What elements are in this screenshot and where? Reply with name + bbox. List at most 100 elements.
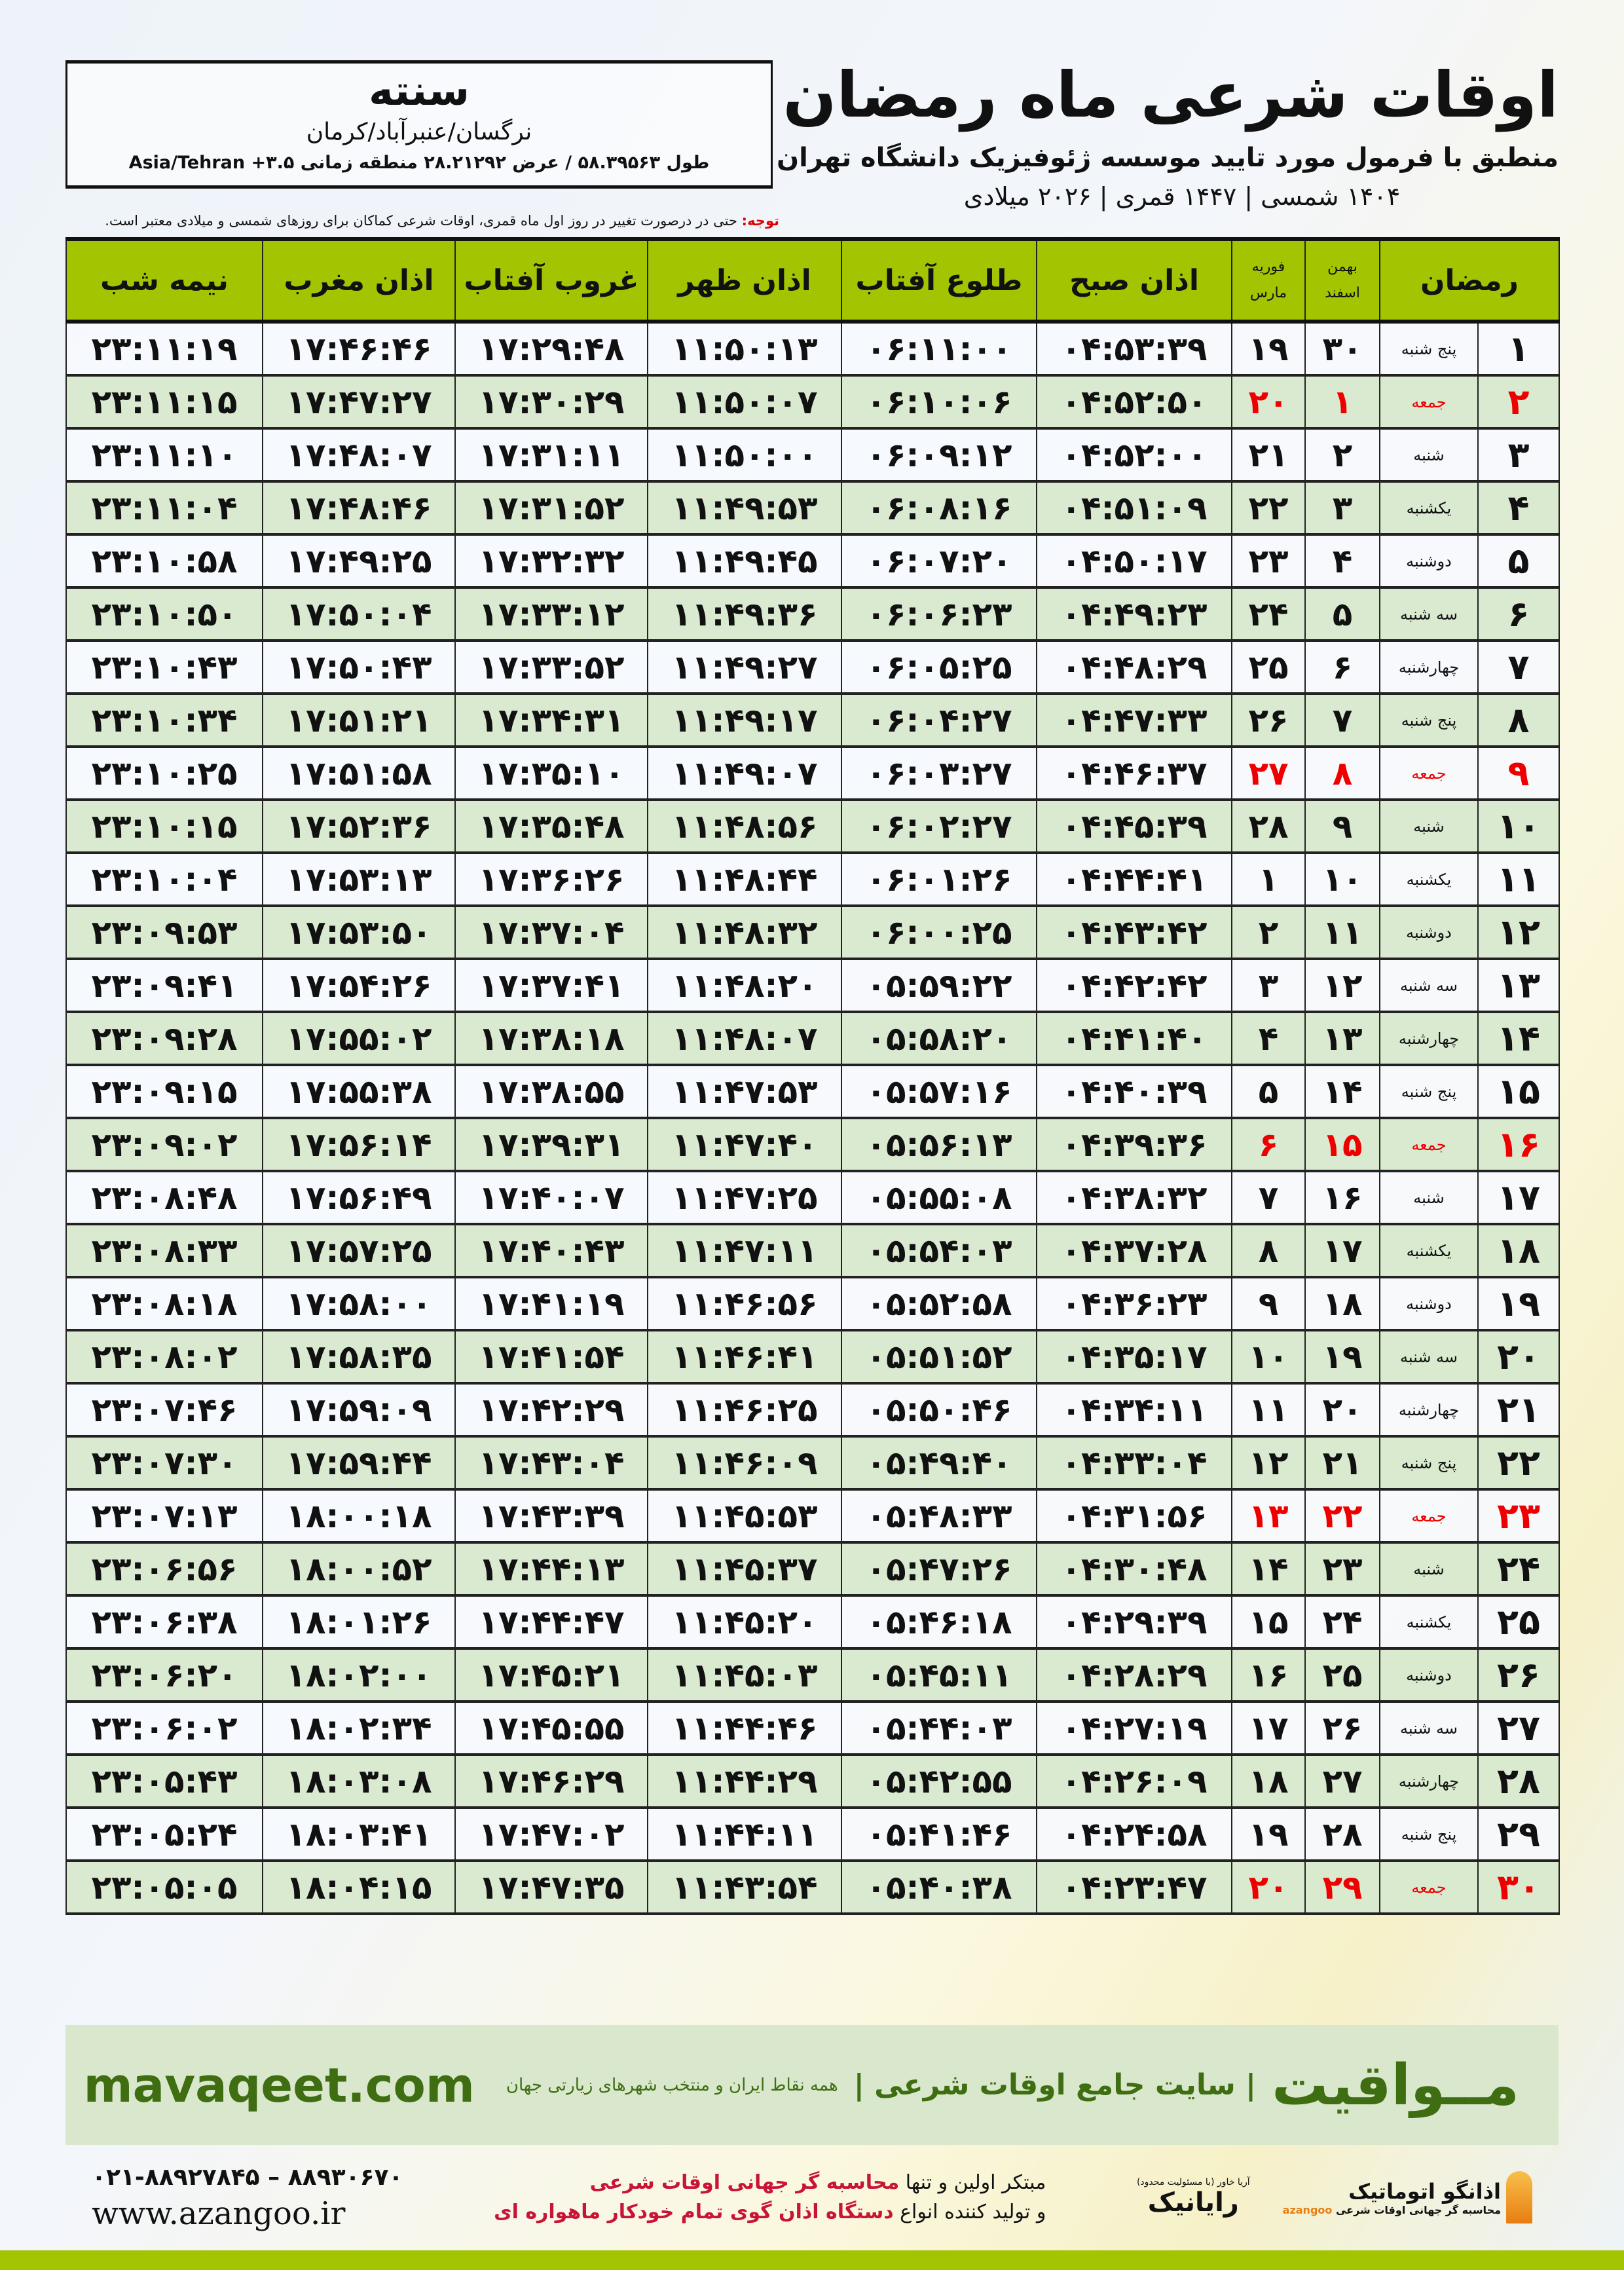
weekday: جمعه	[1378, 1489, 1479, 1544]
shamsi-day: ۸	[1304, 746, 1380, 801]
miladi-day: ۲	[1231, 905, 1306, 960]
table-row: ۱۴ چهارشنبه ۱۳ ۴ ۰۴:۴۱:۴۰ ۰۵:۵۸:۲۰ ۱۱:۴۸:۰۷ ۱۷:…	[65, 1011, 1560, 1066]
tolu-time: ۰۵:۵۵:۰۸	[841, 1170, 1037, 1225]
shamsi-day: ۵	[1304, 587, 1380, 642]
azangoo-sub: محاسبه گر جهانی اوقات شرعی	[1335, 2203, 1501, 2216]
ramadan-day: ۳	[1477, 428, 1560, 483]
miladi-day: ۱۶	[1231, 1648, 1306, 1703]
promo-line-2: و تولید کننده انواع	[893, 2201, 1046, 2223]
ramadan-day: ۱۴	[1477, 1011, 1560, 1066]
shamsi-day: ۷	[1304, 693, 1380, 748]
header-miladi-top: فوریه	[1251, 259, 1285, 276]
shamsi-day: ۲	[1304, 428, 1380, 483]
mavaqeet-url[interactable]: mavaqeet.com	[83, 2057, 475, 2113]
note-label: توجه:	[741, 213, 779, 229]
year-line: ۱۴۰۴ شمسی | ۱۴۴۷ قمری | ۲۰۲۶ میلادی	[963, 182, 1401, 211]
table-row: ۹ جمعه ۸ ۲۷ ۰۴:۴۶:۳۷ ۰۶:۰۳:۲۷ ۱۱:۴۹:۰۷ ۱۷:۳۵:۱۰…	[65, 746, 1560, 801]
zohr-time: ۱۱:۴۸:۵۶	[647, 799, 842, 854]
table-row: ۴ یکشنبه ۳ ۲۲ ۰۴:۵۱:۰۹ ۰۶:۰۸:۱۶ ۱۱:۴۹:۵۳ ۱۷:۳۱:…	[65, 481, 1560, 536]
sobh-time: ۰۴:۲۳:۴۷	[1036, 1860, 1232, 1915]
miladi-day: ۲۱	[1231, 428, 1306, 483]
promo-text: مبتکر اولین و تنها محاسبه گر جهانی اوقات…	[494, 2168, 1046, 2227]
ramadan-day: ۲۳	[1477, 1489, 1560, 1544]
ghorub-time: ۱۷:۳۶:۲۶	[454, 852, 648, 907]
zohr-time: ۱۱:۴۸:۲۰	[647, 958, 842, 1013]
ghorub-time: ۱۷:۳۷:۴۱	[454, 958, 648, 1013]
prayer-times-table: رمضان بهمن اسفند فوریه مارس اذان صبح طلوع …	[65, 237, 1560, 1915]
ramadan-day: ۱۸	[1477, 1223, 1560, 1278]
miladi-day: ۵	[1231, 1064, 1306, 1119]
maghrib-time: ۱۷:۵۳:۱۳	[262, 852, 456, 907]
ramadan-day: ۲۱	[1477, 1383, 1560, 1438]
zohr-time: ۱۱:۴۹:۵۳	[647, 481, 842, 536]
tolu-time: ۰۵:۵۲:۵۸	[841, 1276, 1037, 1331]
tolu-time: ۰۶:۰۷:۲۰	[841, 534, 1037, 589]
maghrib-time: ۱۷:۴۶:۴۶	[262, 321, 456, 377]
tolu-time: ۰۵:۴۹:۴۰	[841, 1436, 1037, 1491]
ramadan-day: ۲۸	[1477, 1754, 1560, 1809]
tolu-time: ۰۵:۴۴:۰۳	[841, 1701, 1037, 1756]
shamsi-day: ۹	[1304, 799, 1380, 854]
shamsi-day: ۱۷	[1304, 1223, 1380, 1278]
nimeshab-time: ۲۳:۱۰:۳۴	[65, 693, 263, 748]
ramadan-day: ۸	[1477, 693, 1560, 748]
table-row: ۱ پنج شنبه ۳۰ ۱۹ ۰۴:۵۳:۳۹ ۰۶:۱۱:۰۰ ۱۱:۵۰:۱۳ ۱۷:…	[65, 321, 1560, 377]
city-box: سنته نرگسان/عنبرآباد/کرمان طول ۵۸.۳۹۵۶۳ …	[65, 60, 773, 189]
table-row: ۲ جمعه ۱ ۲۰ ۰۴:۵۲:۵۰ ۰۶:۱۰:۰۶ ۱۱:۵۰:۰۷ ۱۷:۳۰:۲۹…	[65, 375, 1560, 430]
city-coordinates: طول ۵۸.۳۹۵۶۳ / عرض ۲۸.۲۱۲۹۲ منطقه زمانی …	[128, 153, 710, 173]
tolu-time: ۰۵:۵۸:۲۰	[841, 1011, 1037, 1066]
maghrib-time: ۱۷:۵۸:۰۰	[262, 1276, 456, 1331]
shamsi-day: ۲۰	[1304, 1383, 1380, 1438]
miladi-day: ۷	[1231, 1170, 1306, 1225]
sobh-time: ۰۴:۵۲:۵۰	[1036, 375, 1232, 430]
maghrib-time: ۱۷:۵۹:۴۴	[262, 1436, 456, 1491]
tolu-time: ۰۶:۰۶:۲۳	[841, 587, 1037, 642]
miladi-day: ۱	[1231, 852, 1306, 907]
promo-line-1-highlight: محاسبه گر جهانی اوقات شرعی	[589, 2171, 900, 2194]
sobh-time: ۰۴:۳۴:۱۱	[1036, 1383, 1232, 1438]
sobh-time: ۰۴:۳۵:۱۷	[1036, 1330, 1232, 1385]
table-row: ۱۱ یکشنبه ۱۰ ۱ ۰۴:۴۴:۴۱ ۰۶:۰۱:۲۶ ۱۱:۴۸:۴۴ ۱۷:۳۶…	[65, 852, 1560, 907]
weekday: دوشنبه	[1378, 534, 1479, 589]
zohr-time: ۱۱:۴۶:۴۱	[647, 1330, 842, 1385]
ghorub-time: ۱۷:۳۳:۱۲	[454, 587, 648, 642]
table-row: ۱۸ یکشنبه ۱۷ ۸ ۰۴:۳۷:۲۸ ۰۵:۵۴:۰۳ ۱۱:۴۷:۱۱ ۱۷:۴۰…	[65, 1223, 1560, 1278]
weekday: سه شنبه	[1378, 1330, 1479, 1385]
bottom-bar	[0, 2250, 1624, 2270]
sobh-time: ۰۴:۳۶:۲۳	[1036, 1276, 1232, 1331]
ghorub-time: ۱۷:۳۵:۴۸	[454, 799, 648, 854]
miladi-day: ۲۳	[1231, 534, 1306, 589]
weekday: یکشنبه	[1378, 481, 1479, 536]
table-row: ۲۰ سه شنبه ۱۹ ۱۰ ۰۴:۳۵:۱۷ ۰۵:۵۱:۵۲ ۱۱:۴۶:۴۱ ۱۷:…	[65, 1330, 1560, 1385]
nimeshab-time: ۲۳:۰۸:۰۲	[65, 1330, 263, 1385]
header-zohr: اذان ظهر	[647, 237, 842, 324]
maghrib-time: ۱۷:۵۵:۰۲	[262, 1011, 456, 1066]
ghorub-time: ۱۷:۴۰:۴۳	[454, 1223, 648, 1278]
nimeshab-time: ۲۳:۰۶:۵۶	[65, 1542, 263, 1597]
maghrib-time: ۱۷:۴۸:۴۶	[262, 481, 456, 536]
note-text: حتی در درصورت تغییر در روز اول ماه قمری،…	[105, 213, 742, 229]
shamsi-day: ۲۲	[1304, 1489, 1380, 1544]
shamsi-day: ۱۵	[1304, 1117, 1380, 1172]
zohr-time: ۱۱:۴۹:۰۷	[647, 746, 842, 801]
azangoo-url[interactable]: www.azangoo.ir	[92, 2195, 346, 2232]
sobh-time: ۰۴:۲۷:۱۹	[1036, 1701, 1232, 1756]
sobh-time: ۰۴:۳۷:۲۸	[1036, 1223, 1232, 1278]
sobh-time: ۰۴:۳۹:۳۶	[1036, 1117, 1232, 1172]
miladi-day: ۱۸	[1231, 1754, 1306, 1809]
ghorub-time: ۱۷:۴۷:۳۵	[454, 1860, 648, 1915]
table-row: ۱۲ دوشنبه ۱۱ ۲ ۰۴:۴۳:۴۲ ۰۶:۰۰:۲۵ ۱۱:۴۸:۳۲ ۱۷:۳۷…	[65, 905, 1560, 960]
maghrib-time: ۱۸:۰۰:۵۲	[262, 1542, 456, 1597]
miladi-day: ۱۴	[1231, 1542, 1306, 1597]
ghorub-time: ۱۷:۳۸:۱۸	[454, 1011, 648, 1066]
tolu-time: ۰۵:۵۹:۲۲	[841, 958, 1037, 1013]
zohr-time: ۱۱:۴۹:۱۷	[647, 693, 842, 748]
sobh-time: ۰۴:۵۱:۰۹	[1036, 481, 1232, 536]
miladi-day: ۲۸	[1231, 799, 1306, 854]
sobh-time: ۰۴:۴۷:۳۳	[1036, 693, 1232, 748]
nimeshab-time: ۲۳:۱۰:۵۰	[65, 587, 263, 642]
header-maghrib: اذان مغرب	[262, 237, 456, 324]
miladi-day: ۸	[1231, 1223, 1306, 1278]
weekday: جمعه	[1378, 1117, 1479, 1172]
ghorub-time: ۱۷:۳۴:۳۱	[454, 693, 648, 748]
